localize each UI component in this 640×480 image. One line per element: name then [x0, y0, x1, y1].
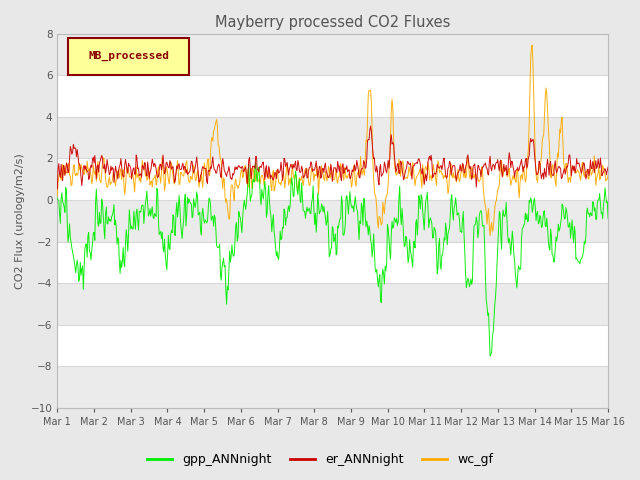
Bar	[58, 200, 608, 241]
Bar	[58, 34, 608, 75]
FancyBboxPatch shape	[68, 38, 189, 75]
Bar	[58, 366, 608, 408]
Title: Mayberry processed CO2 Fluxes: Mayberry processed CO2 Fluxes	[215, 15, 451, 30]
Legend: gpp_ANNnight, er_ANNnight, wc_gf: gpp_ANNnight, er_ANNnight, wc_gf	[142, 448, 498, 471]
Y-axis label: CO2 Flux (urology/m2/s): CO2 Flux (urology/m2/s)	[15, 153, 25, 288]
Bar	[58, 283, 608, 324]
Text: MB_processed: MB_processed	[88, 51, 170, 61]
Bar	[58, 117, 608, 158]
